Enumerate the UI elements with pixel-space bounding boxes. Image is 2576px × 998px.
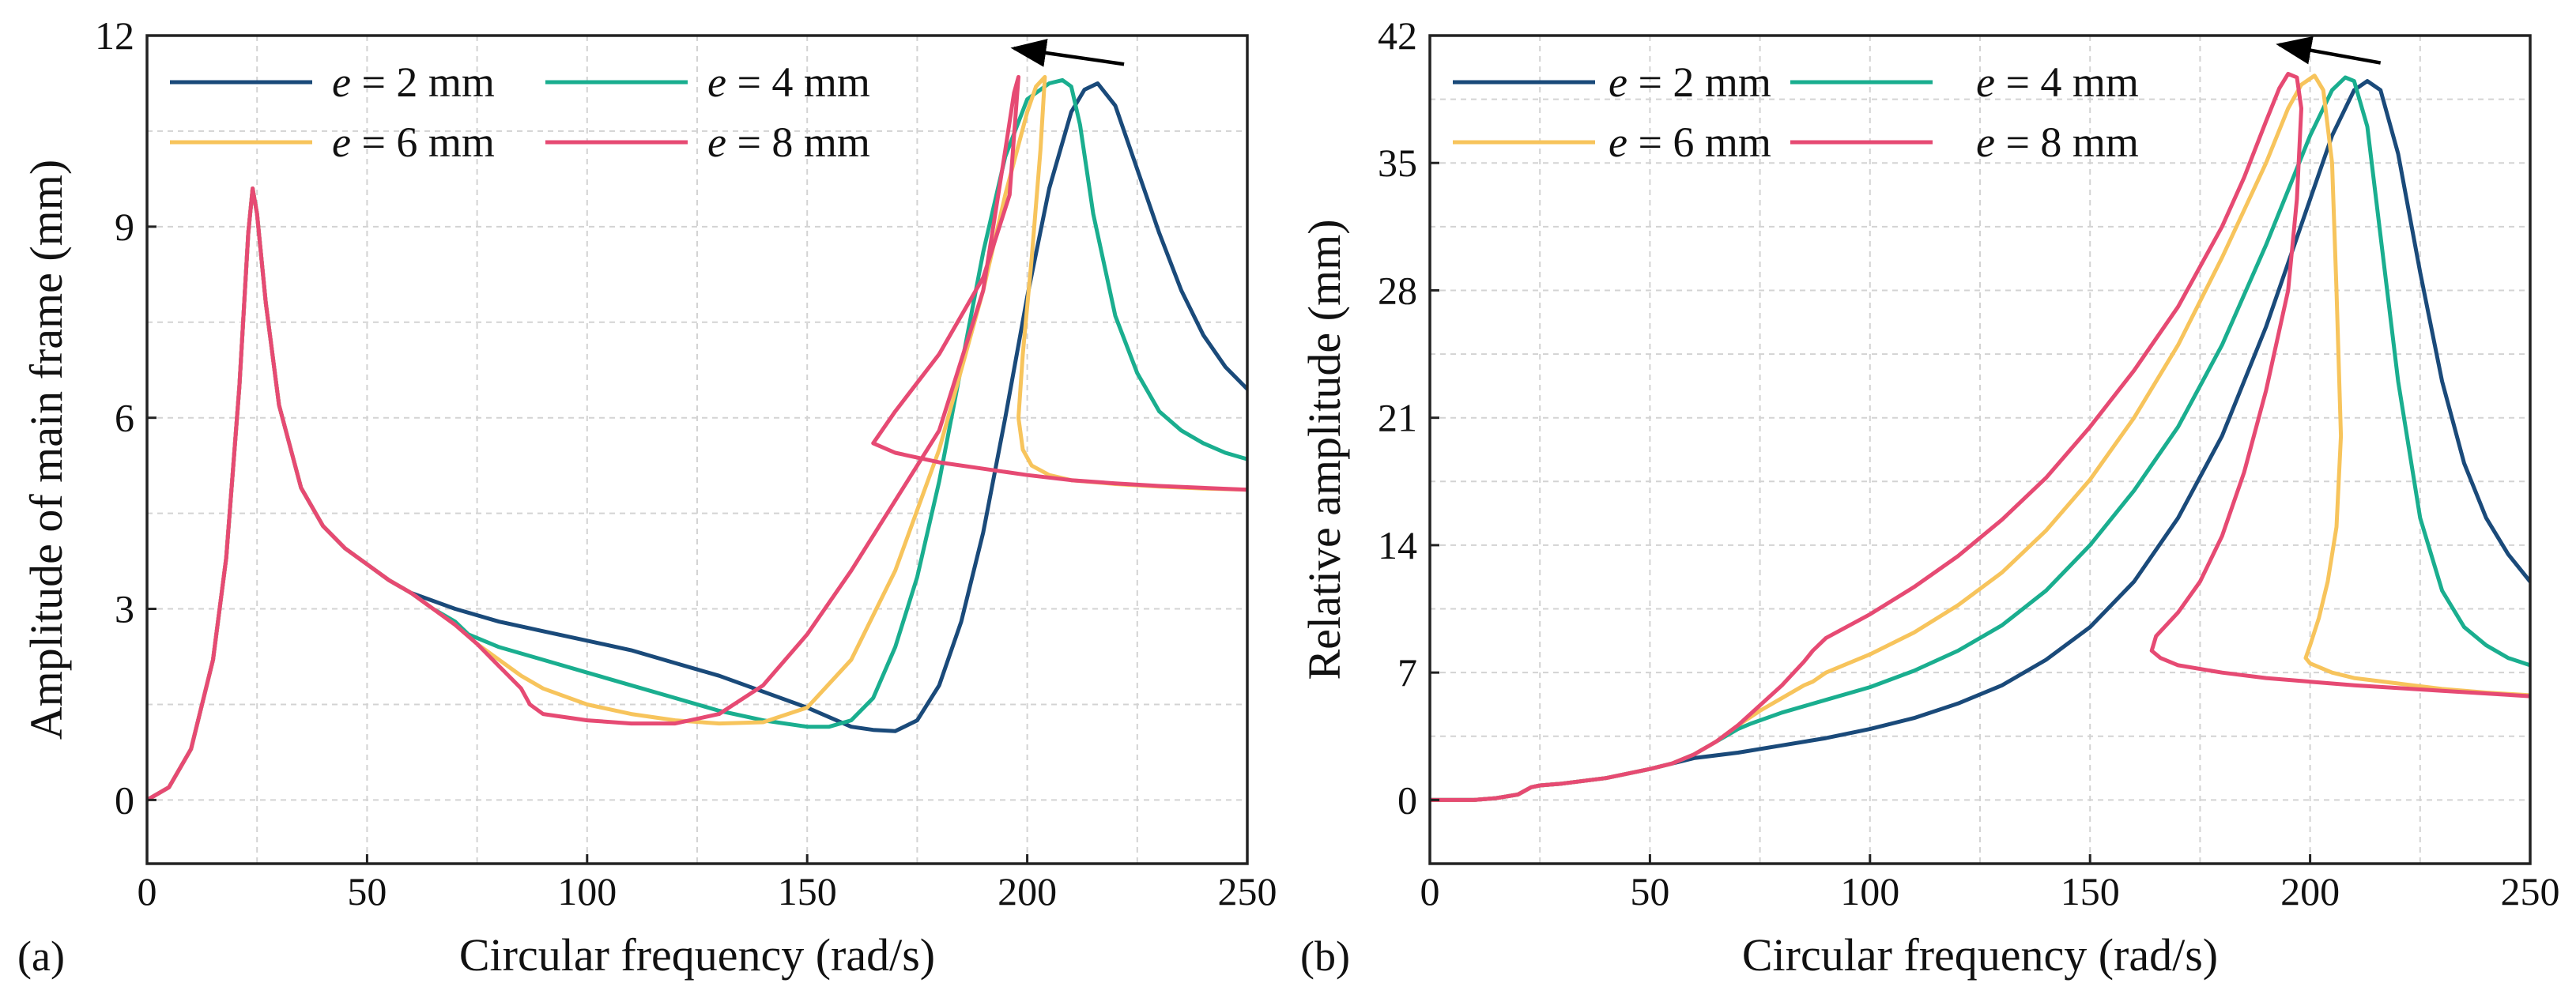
legend-entry: e = 6 mm: [1453, 119, 1771, 166]
x-tick-label: 100: [1840, 869, 1899, 913]
y-tick-label: 35: [1378, 141, 1417, 185]
series-line-e-8-mm: [147, 74, 1247, 802]
y-tick-label: 9: [115, 205, 134, 249]
y-tick-label: 0: [1397, 778, 1417, 822]
panel-a: 0 50 100 150 200 250 0 3 6 9 12 e = 2 mm e = 4 mm …: [17, 13, 1277, 981]
x-tick-label: 100: [557, 869, 617, 913]
shift-arrow: [1010, 39, 1125, 67]
series-group: [1430, 71, 2530, 802]
y-tick-label: 6: [115, 396, 134, 440]
x-axis-label: Circular frequency (rad/s): [459, 929, 935, 981]
x-tick-label: 200: [2280, 869, 2340, 913]
series-group: [147, 74, 1247, 802]
y-tick-label: 7: [1397, 650, 1417, 695]
y-tick-label: 14: [1378, 523, 1417, 567]
legend-entry: e = 8 mm: [545, 119, 870, 166]
x-tick-label: 200: [998, 869, 1057, 913]
legend-entry: e = 8 mm: [1790, 119, 2139, 166]
grid-lines: [147, 36, 1247, 864]
y-tick-label: 21: [1378, 396, 1417, 440]
legend-entry: e = 2 mm: [1453, 58, 1771, 106]
legend-label-e6: e = 6 mm: [332, 119, 495, 166]
y-tick-label: 28: [1378, 268, 1417, 312]
x-tick-label: 150: [2061, 869, 2120, 913]
legend-label-e2: e = 2 mm: [1609, 58, 1771, 106]
legend-label-e4: e = 4 mm: [707, 58, 870, 106]
series-line-e-8-mm: [1430, 71, 2530, 802]
plot-frame: [1428, 34, 2532, 865]
legend-entry: e = 4 mm: [545, 58, 870, 106]
grid-lines: [1430, 36, 2530, 864]
y-tick-label: 3: [115, 587, 134, 631]
legend: e = 2 mm e = 4 mm e = 6 mm e = 8 mm: [1453, 58, 2139, 166]
panel-b: 0 50 100 150 200 250 0 7 14 21 28 35 42 e = 2 mm e =…: [1299, 13, 2560, 981]
x-tick-label: 0: [1420, 869, 1440, 913]
y-axis-label: Relative amplitude (mm): [1299, 219, 1350, 680]
x-tick-label: 0: [138, 869, 157, 913]
tick-group: 0 50 100 150 200 250 0 3 6 9 12: [95, 13, 1277, 913]
x-tick-label: 50: [1630, 869, 1669, 913]
panel-label-b: (b): [1300, 932, 1350, 980]
plot-frame: [145, 34, 1249, 865]
shift-arrow: [2276, 36, 2382, 65]
x-tick-label: 50: [347, 869, 387, 913]
y-tick-label: 0: [115, 778, 134, 822]
legend-label-e4: e = 4 mm: [1976, 58, 2139, 106]
tick-group: 0 50 100 150 200 250 0 7 14 21 28 35 42: [1378, 13, 2560, 913]
y-tick-label: 12: [95, 13, 134, 58]
x-tick-label: 250: [2501, 869, 2560, 913]
legend-label-e8: e = 8 mm: [707, 119, 870, 166]
legend-entry: e = 2 mm: [170, 58, 495, 106]
legend: e = 2 mm e = 4 mm e = 6 mm e = 8 mm: [170, 58, 870, 166]
y-tick-label: 42: [1378, 13, 1417, 58]
legend-label-e6: e = 6 mm: [1609, 119, 1771, 166]
legend-entry: e = 4 mm: [1790, 58, 2139, 106]
legend-label-e2: e = 2 mm: [332, 58, 495, 106]
x-tick-label: 250: [1218, 869, 1277, 913]
y-axis-label: Amplitude of main frame (mm): [21, 160, 72, 740]
legend-label-e8: e = 8 mm: [1976, 119, 2139, 166]
x-tick-label: 150: [778, 869, 837, 913]
legend-entry: e = 6 mm: [170, 119, 495, 166]
x-axis-label: Circular frequency (rad/s): [1742, 929, 2218, 981]
panel-label-a: (a): [17, 932, 65, 980]
